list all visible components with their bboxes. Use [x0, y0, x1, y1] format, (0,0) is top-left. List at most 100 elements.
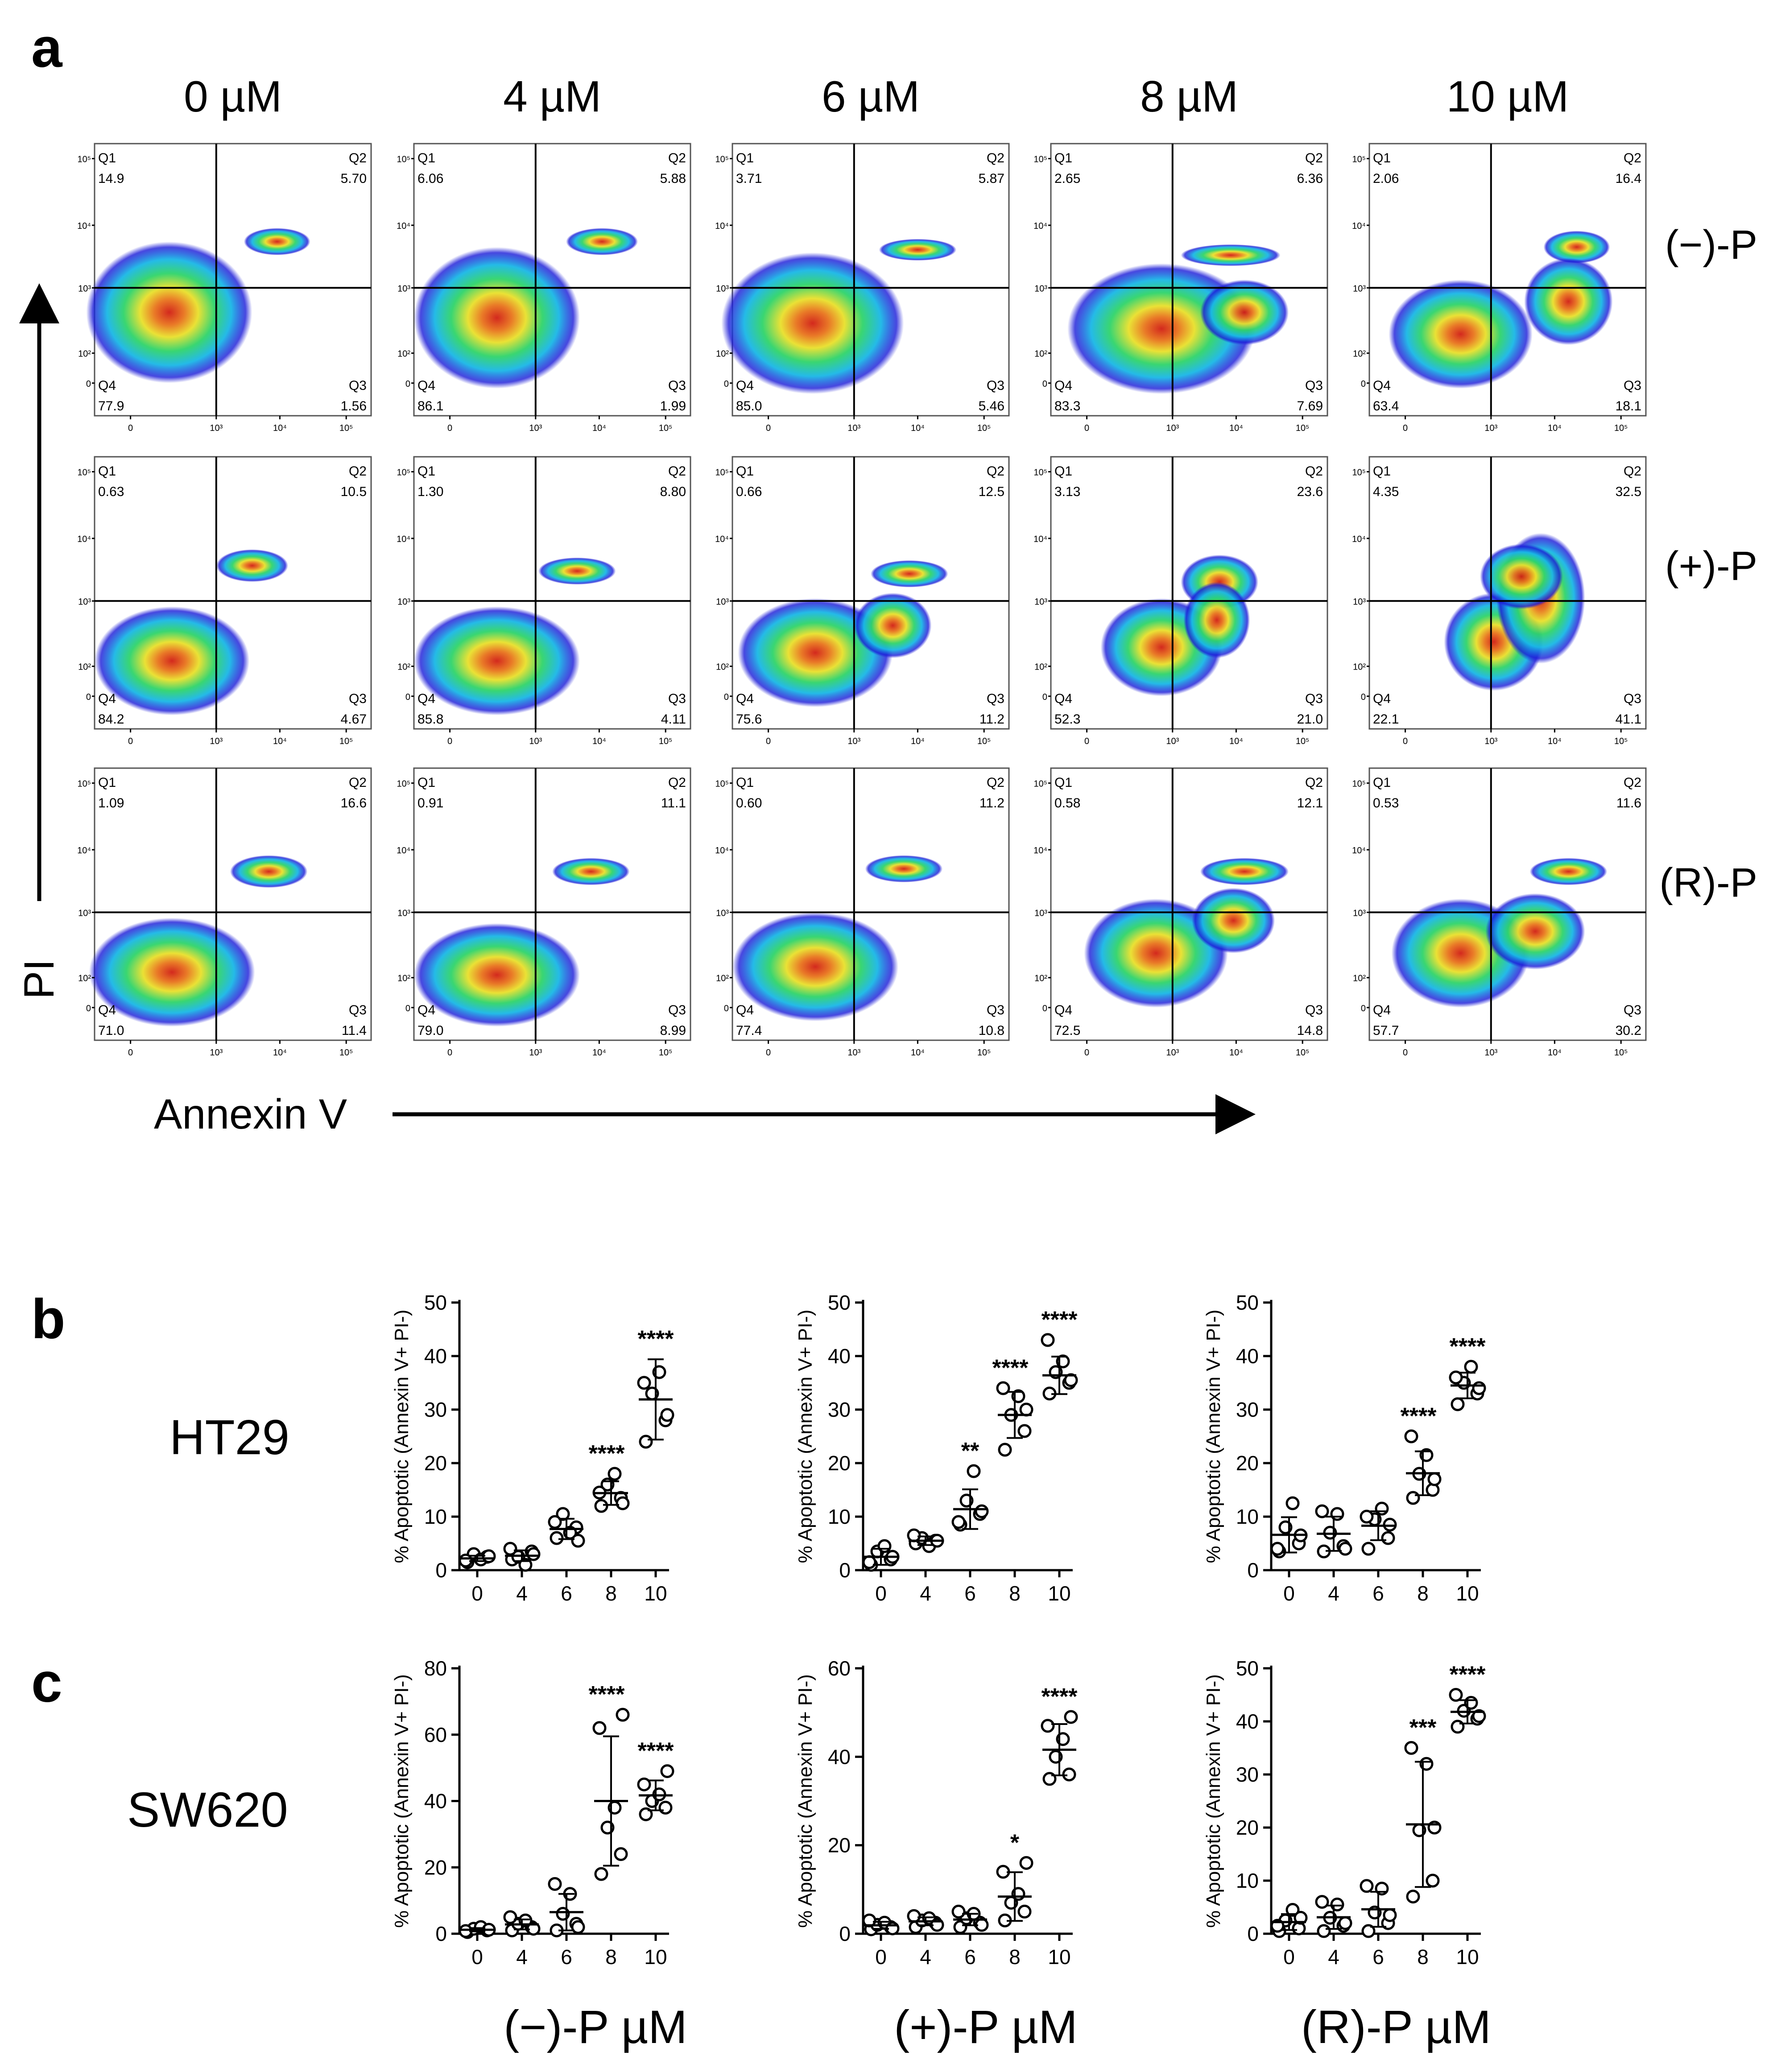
quadrant-label-q3: Q3	[1624, 691, 1641, 706]
y-axis-label: % Apoptotic (Annexin V+ PI-)	[1203, 1310, 1224, 1563]
data-point	[639, 1435, 653, 1449]
x-tick-label: 0	[1283, 1582, 1295, 1605]
flow-x-tick-label: 10⁴	[1548, 736, 1562, 746]
flow-x-tick-label: 10⁴	[911, 1048, 925, 1058]
density-cluster	[244, 228, 310, 256]
data-point	[1064, 1710, 1078, 1724]
cell-line-sw620: SW620	[127, 1782, 288, 1837]
quadrant-value-q2: 32.5	[1616, 484, 1641, 499]
flow-y-tick-label: 10⁵	[715, 468, 729, 478]
significance-label: ****	[992, 1355, 1029, 1381]
significance-label: ***	[1409, 1715, 1437, 1741]
density-cluster	[865, 855, 943, 883]
density-cluster	[95, 606, 250, 715]
flow-y-tick-label: 10⁵	[77, 779, 91, 789]
x-tick-label: 10	[644, 1582, 667, 1605]
quadrant-label-q2: Q2	[1624, 464, 1641, 479]
quadrant-value-q1: 2.65	[1054, 171, 1080, 186]
y-tick-label: 40	[828, 1344, 851, 1368]
quadrant-value-q1: 0.66	[736, 484, 762, 499]
compound-row-label: (+)-P	[1665, 543, 1757, 589]
quadrant-label-q3: Q3	[668, 378, 686, 393]
x-tick-label: 4	[516, 1582, 528, 1605]
data-point	[1019, 1402, 1033, 1417]
flow-y-tick-label: 10⁵	[1352, 779, 1366, 789]
concentration-header: 6 µM	[822, 72, 920, 121]
flow-x-tick-label: 10⁵	[977, 1048, 991, 1058]
density-cluster	[1524, 258, 1613, 345]
flow-x-tick-label: 10⁵	[1296, 423, 1310, 433]
quadrant-value-q2: 5.88	[660, 171, 686, 186]
density-cluster	[538, 557, 616, 585]
quadrant-value-q3: 7.69	[1297, 399, 1323, 414]
quadrant-value-q3: 30.2	[1616, 1023, 1641, 1038]
quadrant-value-q3: 1.99	[660, 399, 686, 414]
density-cluster	[1389, 280, 1533, 389]
quadrant-label-q2: Q2	[668, 775, 686, 790]
quadrant-value-q2: 11.1	[661, 796, 686, 811]
flow-y-tick-label: 10²	[78, 662, 91, 672]
flow-y-tick-label: 10²	[716, 974, 729, 984]
flow-y-tick-label: 0	[724, 692, 729, 702]
x-tick-label: 4	[920, 1945, 931, 1969]
flow-x-tick-label: 10⁴	[1229, 423, 1243, 433]
significance-label: ****	[1450, 1334, 1486, 1360]
y-tick-label: 40	[424, 1790, 447, 1813]
density-cluster	[552, 858, 630, 885]
quadrant-value-q3: 41.1	[1616, 712, 1641, 727]
data-point	[592, 1721, 607, 1735]
flow-y-tick-label: 10⁵	[1033, 468, 1047, 478]
y-tick-label: 10	[1236, 1869, 1259, 1892]
flow-y-tick-label: 10⁵	[715, 155, 729, 165]
flow-plot: 10⁵ 10⁴ 10³ 10² 0 0 10³ 10⁴ 10⁵ Q1 1.09 Q2 16.6 Q4 71.…	[77, 767, 372, 1058]
quadrant-value-q1: 4.35	[1373, 484, 1399, 499]
flow-x-tick-label: 0	[447, 423, 452, 433]
flow-y-tick-label: 10⁵	[397, 779, 410, 789]
flow-x-tick-label: 10⁴	[273, 736, 287, 746]
data-point	[594, 1867, 608, 1881]
quadrant-value-q4: 72.5	[1054, 1023, 1080, 1038]
data-point	[1270, 1542, 1285, 1556]
flow-y-tick-label: 0	[1361, 692, 1366, 702]
y-tick-label: 0	[1247, 1922, 1259, 1945]
y-tick-label: 60	[424, 1723, 447, 1746]
quadrant-label-q4: Q4	[736, 378, 754, 393]
density-cluster	[1183, 582, 1250, 658]
flow-plot: 10⁵ 10⁴ 10³ 10² 0 0 10³ 10⁴ 10⁵ Q1 4.35 Q2 32.5 Q4 22.…	[1352, 456, 1647, 746]
flow-y-tick-label: 10⁵	[77, 468, 91, 478]
quadrant-label-q1: Q1	[736, 464, 754, 479]
quadrant-label-q3: Q3	[987, 691, 1004, 706]
flow-y-tick-label: 10³	[1034, 597, 1047, 607]
quadrant-label-q3: Q3	[1624, 378, 1641, 393]
quadrant-label-q2: Q2	[987, 151, 1004, 165]
quadrant-label-q3: Q3	[349, 691, 367, 706]
quadrant-value-q4: 84.2	[98, 712, 124, 727]
x-tick-label: 0	[471, 1582, 483, 1605]
data-point	[548, 1515, 562, 1529]
data-point	[967, 1464, 981, 1478]
y-tick-label: 30	[424, 1398, 447, 1421]
density-cluster	[414, 606, 580, 715]
data-point	[1041, 1719, 1055, 1733]
quadrant-label-q1: Q1	[1054, 775, 1072, 790]
flow-x-tick-label: 0	[128, 423, 133, 433]
quadrant-value-q1: 6.06	[417, 171, 443, 186]
quadrant-value-q3: 21.0	[1297, 712, 1323, 727]
quadrant-value-q4: 77.4	[736, 1023, 762, 1038]
quadrant-label-q2: Q2	[1305, 464, 1323, 479]
significance-label: ****	[1041, 1684, 1078, 1710]
x-tick-label: 10	[1456, 1582, 1479, 1605]
quadrant-value-q2: 6.36	[1297, 171, 1323, 186]
y-tick-label: 0	[435, 1559, 447, 1582]
flow-x-tick-label: 10⁴	[911, 736, 925, 746]
x-tick-label: 6	[1372, 1582, 1384, 1605]
quadrant-label-q3: Q3	[668, 1003, 686, 1017]
flow-y-tick-label: 10³	[716, 908, 729, 918]
y-tick-label: 30	[1236, 1398, 1259, 1421]
y-tick-label: 30	[1236, 1763, 1259, 1786]
flow-y-tick-label: 10⁴	[77, 846, 91, 856]
quadrant-label-q4: Q4	[736, 691, 754, 706]
quadrant-label-q2: Q2	[987, 775, 1004, 790]
flow-y-tick-label: 10⁴	[397, 534, 410, 544]
quadrant-label-q4: Q4	[417, 691, 435, 706]
